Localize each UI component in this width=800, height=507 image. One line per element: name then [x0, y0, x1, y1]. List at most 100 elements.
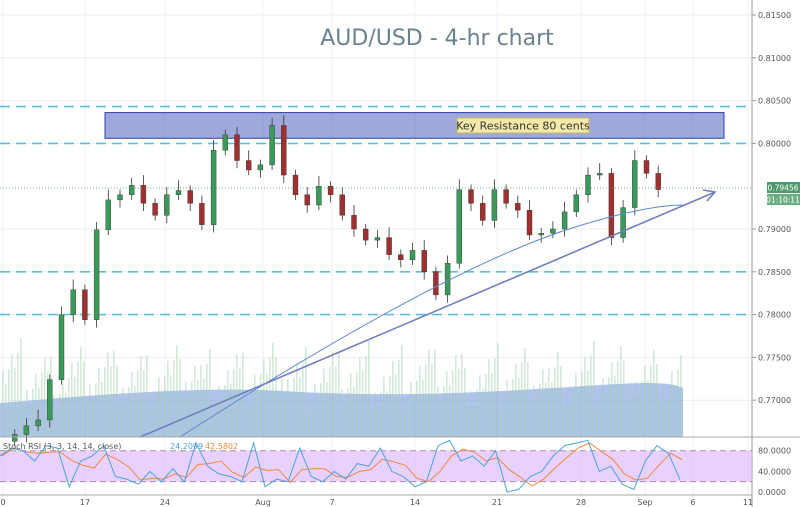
volume-bar [638, 396, 640, 437]
volume-bar [380, 392, 382, 437]
candle-body [82, 289, 88, 320]
volume-bar [356, 372, 358, 437]
volume-bar [608, 377, 610, 437]
y-tick-label: 0.81000 [758, 54, 791, 63]
candle-body [491, 189, 498, 221]
volume-bar [644, 366, 646, 437]
indicator-label[interactable]: Stoch RSI (3, 3, 14, 14, close) [3, 442, 121, 451]
candle-body [456, 189, 462, 264]
volume-bar [284, 394, 286, 437]
candle-body [58, 314, 65, 380]
volume-bar [455, 355, 457, 437]
volume-bar [500, 410, 502, 437]
volume-bar [110, 366, 112, 437]
candle-body [316, 185, 322, 206]
volume-bar [560, 366, 562, 437]
volume-bar [173, 360, 175, 437]
trendline[interactable] [139, 191, 716, 438]
candle-body [257, 164, 264, 171]
volume-bar [29, 404, 31, 437]
volume-bar [554, 367, 556, 437]
x-tick-label: 17 [80, 498, 90, 507]
candle-body [35, 419, 41, 427]
d-value: 42.5802 [205, 442, 238, 451]
candle-body [421, 250, 427, 272]
volume-bar [368, 341, 370, 437]
volume-bar [539, 384, 541, 437]
volume-bar [323, 368, 325, 437]
volume-bar [344, 403, 346, 437]
volume-bar [629, 383, 631, 437]
volume-bar [77, 362, 79, 437]
candle-body [503, 189, 509, 204]
volume-bar [413, 396, 415, 437]
resistance-label: Key Resistance 80 cents [456, 120, 590, 133]
volume-bar [140, 356, 142, 437]
candle-body [585, 174, 591, 195]
y-tick-label: 0.77500 [758, 353, 791, 362]
candles [11, 115, 661, 447]
volume-bar [26, 390, 28, 437]
volume-bar [95, 383, 97, 437]
volume-bar [482, 389, 484, 437]
volume-bar [656, 364, 658, 437]
volume-bar [662, 387, 664, 437]
last-price-badge [767, 182, 800, 193]
volume-bar [161, 391, 163, 437]
y-tick-label: 0.80500 [758, 97, 791, 106]
volume-bar [266, 373, 268, 437]
volume-bar [506, 380, 508, 437]
y-tick-label: 0.79000 [758, 225, 791, 234]
volume-bar [41, 373, 43, 437]
candle-body [597, 173, 603, 176]
volume-bar [473, 405, 475, 437]
volume-bar [92, 398, 94, 437]
volume-bar [635, 382, 637, 437]
x-tick-label: Sep [637, 498, 652, 507]
candle-body [245, 160, 252, 171]
price-axis: 0.81500 0.81000 0.80500 0.80000 0.79000 0.785… [752, 11, 791, 405]
chart-title: AUD/USD - 4-hr chart [320, 26, 554, 51]
volume-bar [269, 358, 271, 437]
candle-body [620, 207, 626, 238]
x-tick-label: 28 [576, 498, 586, 507]
volume-bar [404, 412, 406, 437]
volume-bar [215, 401, 217, 437]
volume-bar [38, 388, 40, 437]
candle-body [398, 254, 404, 261]
volume-bar [170, 375, 172, 437]
volume-bar [362, 371, 364, 437]
volume-bar [623, 360, 625, 437]
resistance-label-box [456, 117, 590, 134]
volume-bar [122, 388, 124, 437]
volume-bar [383, 377, 385, 437]
candle-body [374, 237, 381, 241]
volume-bar [590, 356, 592, 437]
volume-bar [566, 389, 568, 437]
volume-bar [164, 376, 166, 437]
volume-bar [521, 363, 523, 437]
volume-bar [407, 397, 409, 437]
volume-bar [260, 374, 262, 437]
volume-bar [287, 379, 289, 437]
volume-bar [524, 348, 526, 437]
volume-bar [467, 406, 469, 437]
volume-bar [131, 372, 133, 437]
volume-bar [278, 395, 280, 437]
candle-body [23, 425, 30, 435]
volume-bar [677, 370, 679, 437]
candle-body [281, 125, 287, 176]
volume-bar [179, 359, 181, 437]
volume-bar [461, 354, 463, 437]
volume-bar [416, 381, 418, 437]
volume-bar [569, 403, 571, 437]
volume-bar [575, 373, 577, 437]
candle-body [140, 185, 147, 204]
volume-bar [563, 404, 565, 437]
volume-bar [281, 380, 283, 437]
volume-bar [44, 358, 46, 437]
volume-bar [347, 388, 349, 437]
volume-bar [641, 381, 643, 437]
y-tick-label: 0.78000 [758, 311, 791, 320]
